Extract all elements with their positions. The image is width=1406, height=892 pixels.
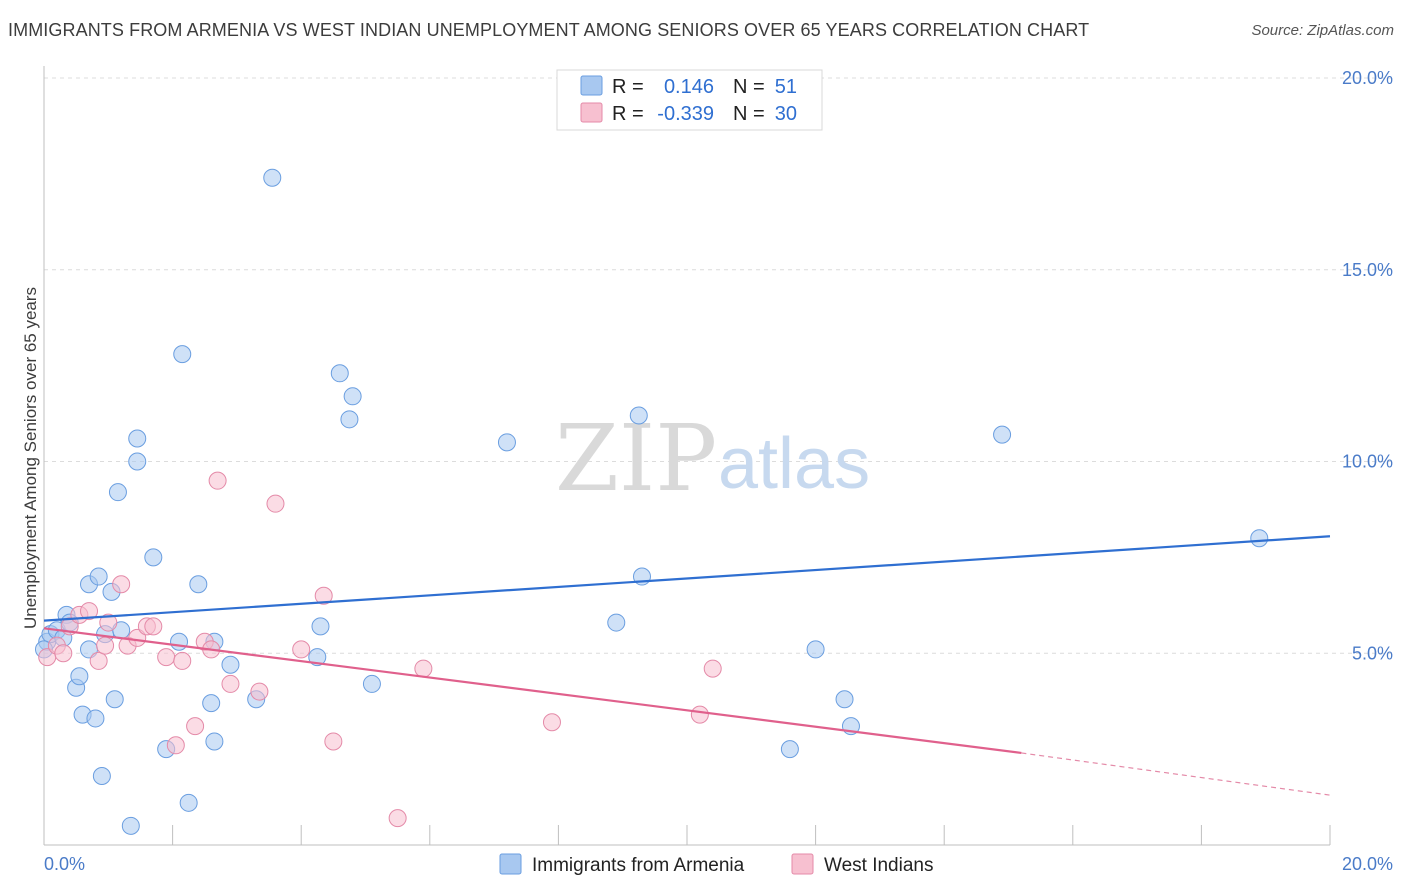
data-point — [607, 613, 626, 632]
data-point — [330, 364, 349, 383]
data-point — [112, 575, 131, 594]
data-point — [128, 429, 147, 448]
chart-title: IMMIGRANTS FROM ARMENIA VS WEST INDIAN U… — [8, 20, 1090, 40]
x-tick-label: 0.0% — [44, 854, 85, 874]
data-point — [70, 667, 89, 686]
data-point — [703, 659, 722, 678]
legend-r-label-armenia: R = — [612, 76, 644, 98]
bottom-legend-swatch-west-indians — [791, 853, 814, 875]
data-point — [835, 690, 854, 709]
trend-line-extension-west-indians — [1021, 752, 1331, 796]
data-point — [157, 648, 176, 667]
data-point — [189, 575, 208, 594]
data-point — [89, 651, 108, 670]
x-tick-labels: 0.0% 20.0% — [44, 854, 1393, 874]
data-point — [292, 640, 311, 659]
data-point — [263, 168, 282, 187]
bottom-legend: Immigrants from Armenia West Indians — [499, 853, 933, 876]
y-tick-label: 10.0% — [1342, 452, 1393, 472]
data-point — [166, 736, 185, 755]
bottom-legend-label-west-indians: West Indians — [824, 855, 933, 876]
data-point — [806, 640, 825, 659]
data-point — [388, 809, 407, 828]
data-point — [311, 617, 330, 636]
data-point — [186, 717, 205, 736]
data-point — [993, 425, 1012, 444]
series-west-indians — [38, 471, 722, 828]
legend-swatch-armenia — [580, 75, 603, 96]
data-point — [208, 471, 227, 490]
legend-swatch-west-indians — [580, 102, 603, 123]
data-point — [170, 632, 189, 651]
data-point — [96, 636, 115, 655]
data-point — [108, 483, 127, 502]
data-point — [121, 816, 140, 835]
data-point — [92, 766, 111, 785]
trend-line-west-indians — [43, 627, 1022, 755]
data-point — [324, 732, 343, 751]
data-point — [173, 651, 192, 670]
y-tick-label: 20.0% — [1342, 68, 1393, 88]
data-point — [308, 648, 327, 667]
data-point — [179, 793, 198, 812]
legend-n-value-armenia: 51 — [775, 76, 797, 98]
data-point — [221, 655, 240, 674]
data-point — [314, 586, 333, 605]
data-point — [128, 628, 147, 647]
legend-n-value-west-indians: 30 — [775, 103, 797, 125]
chart-source: Source: ZipAtlas.com — [1251, 22, 1394, 39]
data-point — [497, 433, 516, 452]
bottom-legend-label-armenia: Immigrants from Armenia — [532, 855, 745, 876]
data-point — [80, 602, 99, 621]
y-axis-label: Unemployment Among Seniors over 65 years — [21, 287, 40, 629]
data-point — [205, 732, 224, 751]
data-point — [86, 709, 105, 728]
legend-r-value-armenia: 0.146 — [664, 76, 714, 98]
axes — [43, 66, 1331, 846]
data-points — [35, 168, 1269, 835]
data-point — [250, 682, 269, 701]
y-tick-label: 15.0% — [1342, 260, 1393, 280]
data-point — [1250, 529, 1269, 548]
trend-lines — [43, 535, 1331, 796]
data-point — [542, 713, 561, 732]
data-point — [144, 548, 163, 567]
legend-r-label-west-indians: R = — [612, 103, 644, 125]
data-point — [54, 644, 73, 663]
data-point — [99, 613, 118, 632]
y-tick-label: 5.0% — [1352, 643, 1393, 663]
data-point — [343, 387, 362, 406]
data-point — [629, 406, 648, 425]
data-point — [221, 674, 240, 693]
data-point — [144, 617, 163, 636]
data-point — [89, 567, 108, 586]
grid-lines — [44, 77, 1394, 654]
data-point — [105, 690, 124, 709]
data-point — [414, 659, 433, 678]
data-point — [202, 694, 221, 713]
legend-n-label-west-indians: N = — [733, 103, 765, 125]
trend-line-armenia — [43, 535, 1331, 622]
legend-n-label-armenia: N = — [733, 76, 765, 98]
data-point — [362, 674, 381, 693]
data-point — [173, 345, 192, 364]
watermark-atlas: atlas — [718, 424, 870, 504]
data-point — [690, 705, 709, 724]
y-tick-labels: 5.0% 10.0% 15.0% 20.0% — [1342, 68, 1393, 663]
bottom-legend-swatch-armenia — [499, 853, 522, 875]
top-legend: R = 0.146 N = 51 R = -0.339 N = 30 — [556, 69, 823, 131]
data-point — [340, 410, 359, 429]
legend-r-value-west-indians: -0.339 — [657, 103, 714, 125]
data-point — [266, 494, 285, 513]
data-point — [780, 740, 799, 759]
data-point — [128, 452, 147, 471]
x-tick-label: 20.0% — [1342, 854, 1393, 874]
